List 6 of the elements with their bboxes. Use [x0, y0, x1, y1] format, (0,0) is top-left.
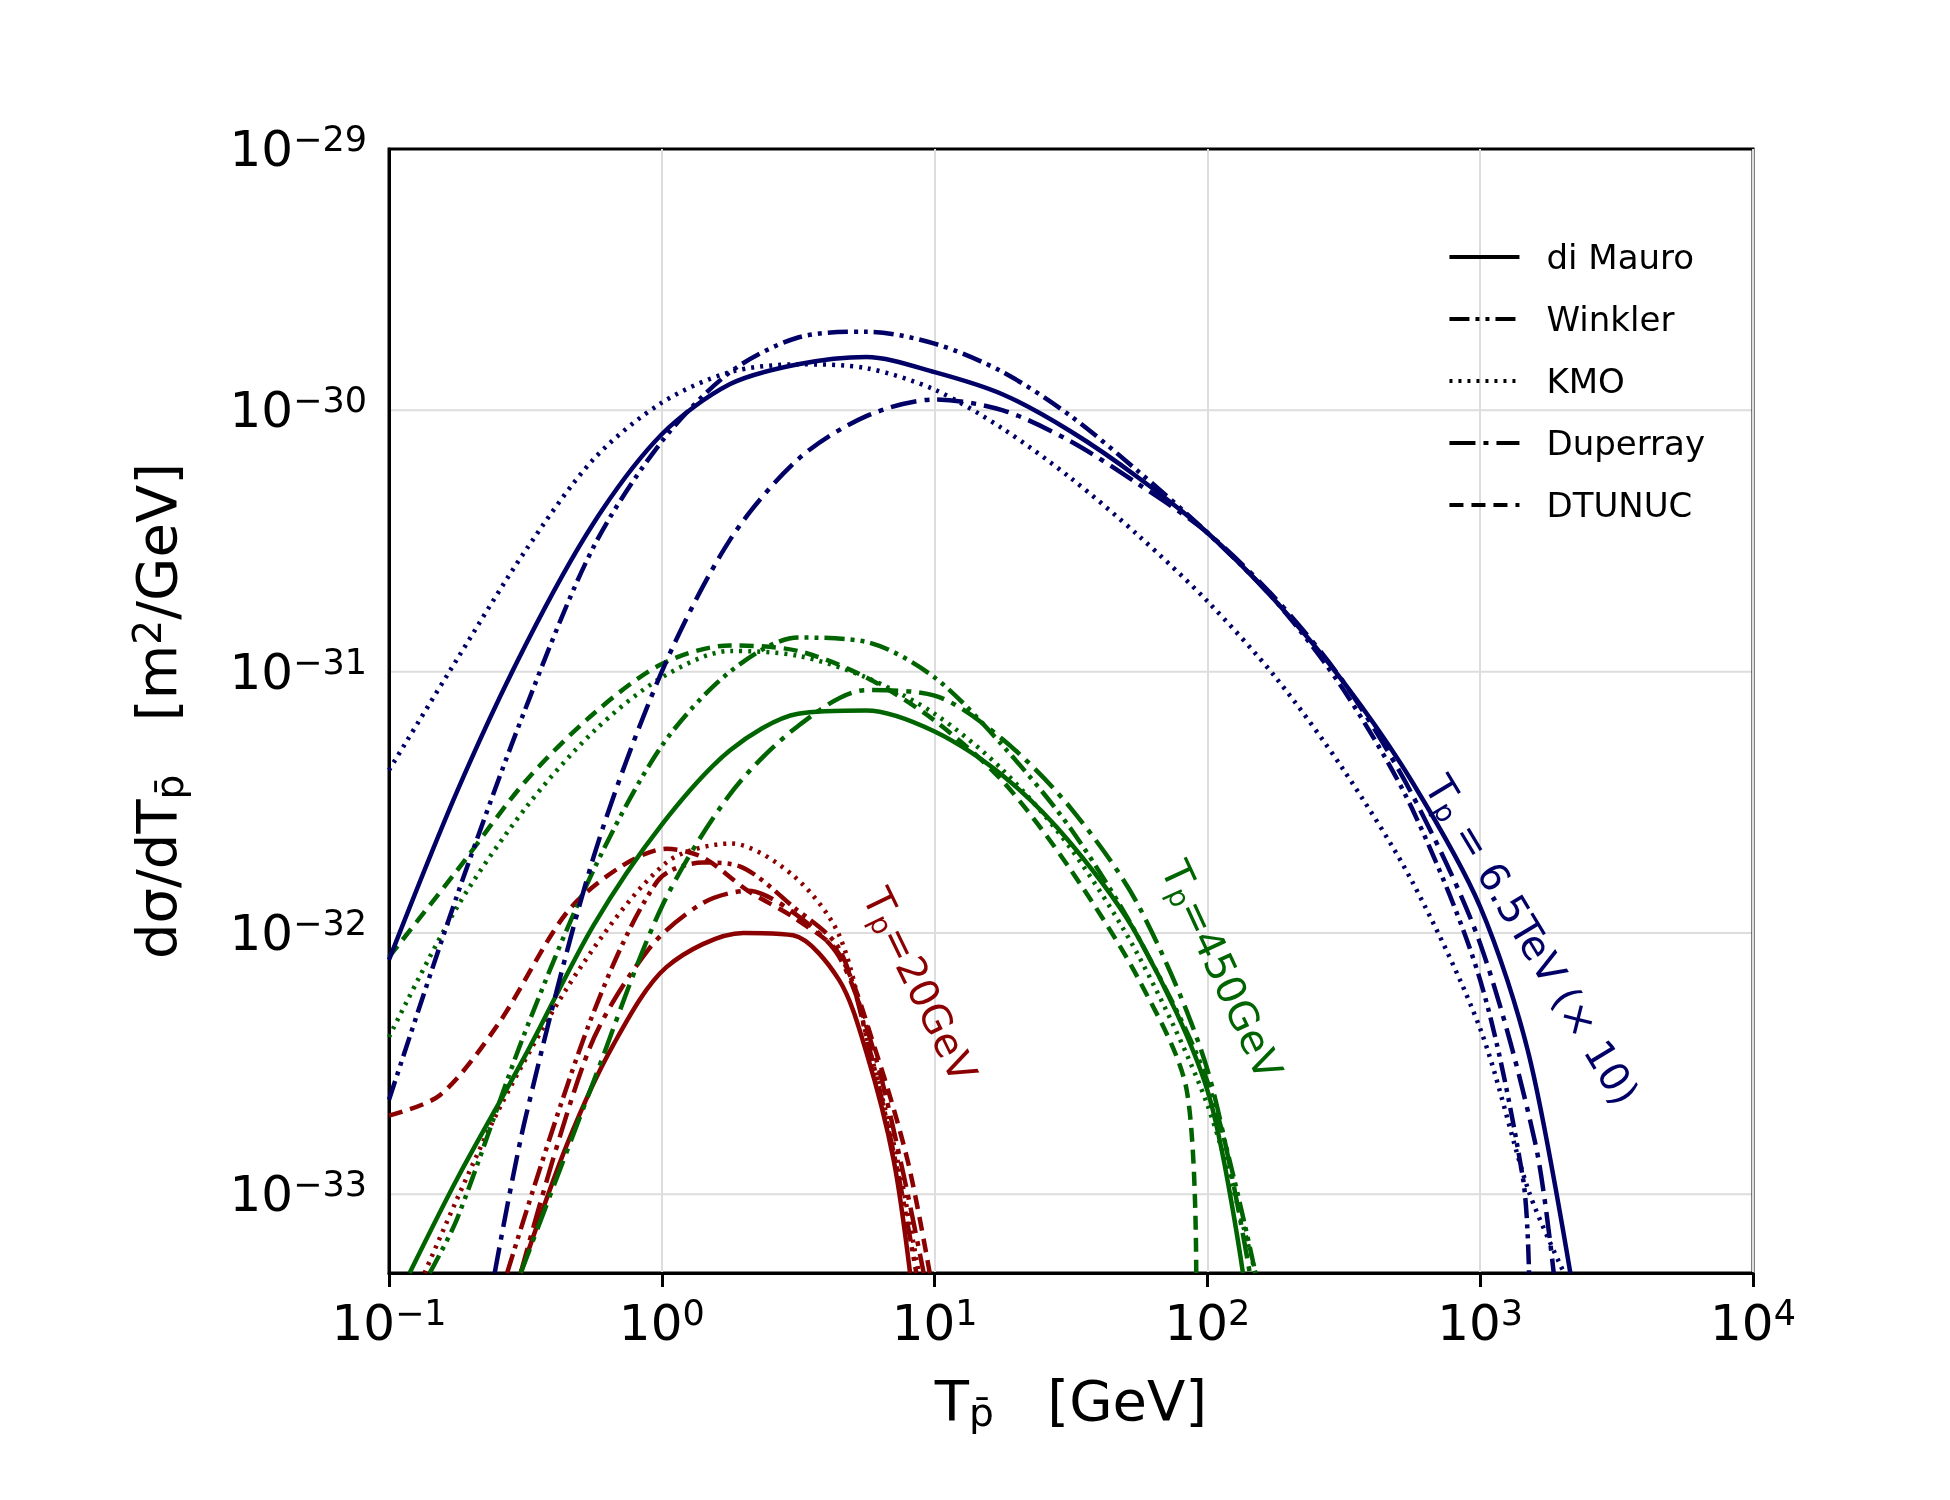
text: DTUNUC — [1546, 485, 1693, 525]
text: dσ/dTp̄ [m2/GeV] — [124, 462, 192, 960]
text: KMO — [1546, 361, 1625, 401]
text: di Mauro — [1546, 237, 1695, 277]
text: Winkler — [1546, 299, 1675, 339]
text: Duperray — [1546, 423, 1705, 463]
